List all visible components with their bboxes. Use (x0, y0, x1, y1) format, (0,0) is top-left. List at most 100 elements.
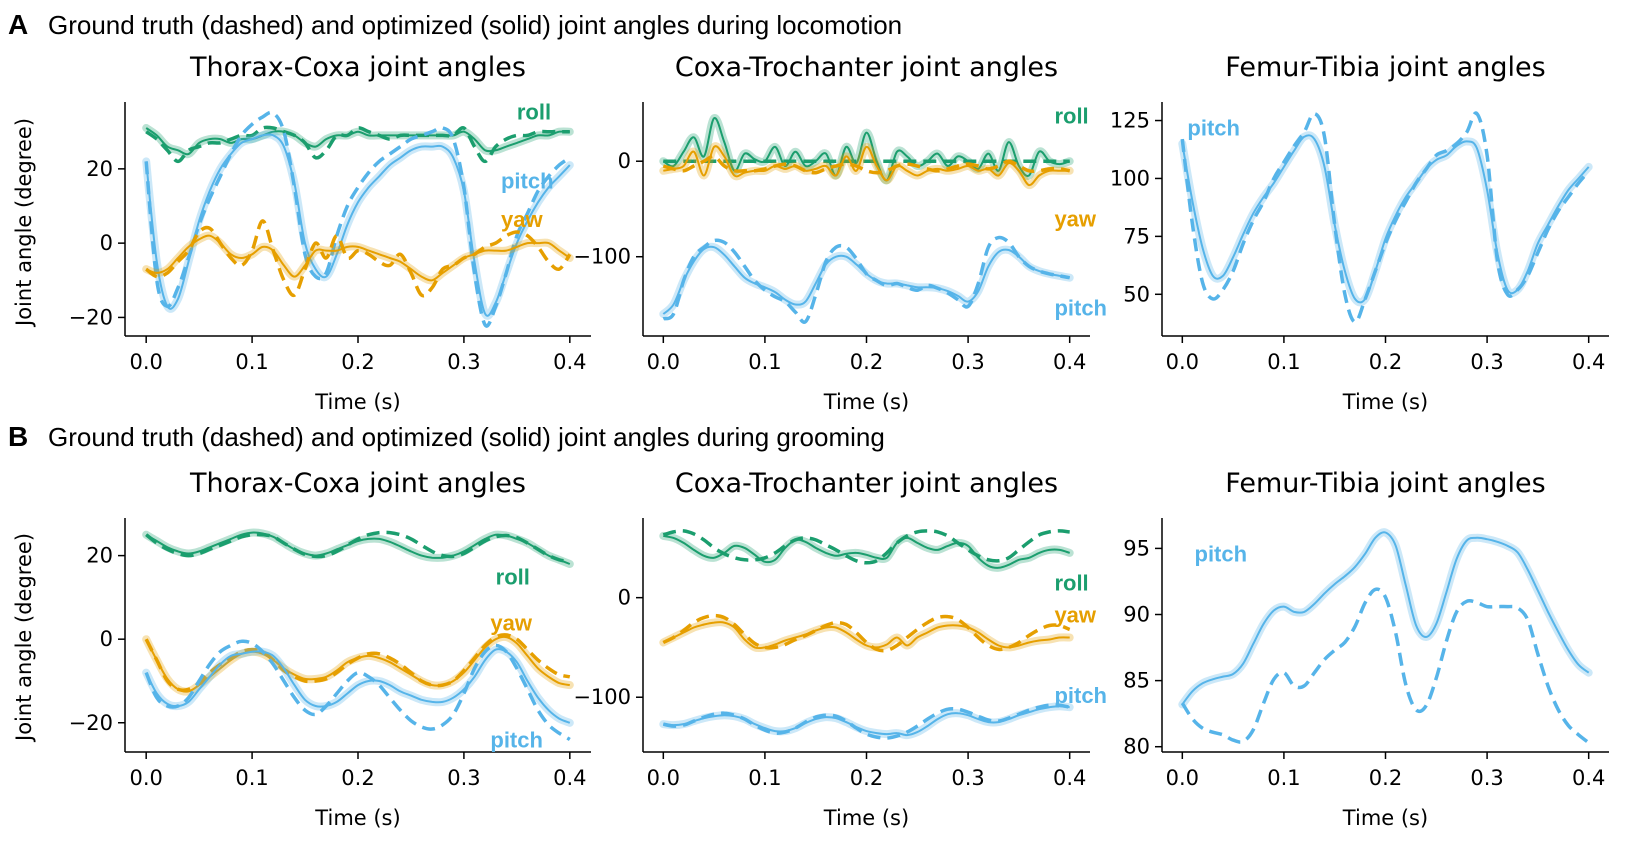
series-roll-truth-line (662, 529, 1070, 565)
plot-area (142, 110, 574, 328)
series-label-roll: roll (517, 99, 551, 124)
x-tick-label: 0.4 (1053, 350, 1086, 374)
x-tick-label: 0.3 (447, 350, 480, 374)
x-tick-label: 0.2 (341, 766, 374, 790)
chart-title: Coxa-Trochanter joint angles (675, 468, 1058, 499)
chart-b-femur-tibia: Femur-Tibia joint angles 0.0 0.1 0.2 0.3 0.4 8… (1123, 468, 1609, 830)
x-tick-label: 0.3 (1470, 766, 1503, 790)
plot-area (659, 114, 1074, 324)
x-axis-label: Time (s) (314, 390, 400, 414)
y-tick-label: 20 (86, 157, 113, 181)
x-tick-label: 0.2 (1369, 350, 1402, 374)
chart-title: Thorax-Coxa joint angles (189, 468, 526, 499)
panel-b-header: B Ground truth (dashed) and optimized (s… (8, 421, 885, 452)
chart-a-coxa-trochanter: Coxa-Trochanter joint angles 0.0 0.1 0.2 0.3… (573, 52, 1107, 414)
x-tick-label: 0.3 (447, 766, 480, 790)
x-axis-label: Time (s) (1342, 806, 1428, 830)
row-b-ylabel: Joint angle (degree) (12, 533, 36, 743)
y-tick-label: 20 (86, 544, 113, 568)
series-pitch-truth-line (1180, 587, 1590, 745)
series-roll-truth-line (145, 530, 571, 564)
x-tick-label: 0.0 (1166, 350, 1199, 374)
series-label-pitch: pitch (1187, 115, 1240, 140)
series-roll-optimized-line (662, 117, 1071, 182)
x-tick-label: 0.2 (341, 350, 374, 374)
x-axis-label: Time (s) (1342, 390, 1428, 414)
x-axis-label: Time (s) (823, 390, 909, 414)
y-tick-label: 100 (1110, 166, 1150, 190)
chart-a-thorax-coxa: Thorax-Coxa joint angles 0.0 0.1 0.2 0.3 0.4 −… (69, 52, 591, 414)
series-label-pitch: pitch (1195, 542, 1248, 567)
series-pitch-truth-line (662, 703, 1071, 740)
x-tick-label: 0.3 (1470, 350, 1503, 374)
series-yaw-optimized-line (663, 145, 1070, 187)
series-label-pitch: pitch (490, 727, 543, 752)
x-tick-label: 0.4 (1572, 766, 1605, 790)
x-tick-label: 0.0 (1166, 766, 1199, 790)
series-label-pitch: pitch (1054, 295, 1107, 320)
x-tick-label: 0.0 (647, 350, 680, 374)
chart-title: Coxa-Trochanter joint angles (675, 52, 1058, 83)
chart-title: Femur-Tibia joint angles (1225, 52, 1545, 83)
series-label-yaw: yaw (490, 610, 532, 635)
series-roll-optimized-line (145, 127, 570, 156)
y-tick-label: 95 (1123, 536, 1150, 560)
x-axis-label: Time (s) (314, 806, 400, 830)
chart-title: Thorax-Coxa joint angles (189, 52, 526, 83)
x-tick-label: 0.4 (1572, 350, 1605, 374)
x-tick-label: 0.1 (748, 766, 781, 790)
y-tick-label: 0 (100, 627, 113, 651)
series-pitch-band (1178, 131, 1593, 307)
x-tick-label: 0.1 (235, 766, 268, 790)
series-pitch-truth-line (1180, 111, 1591, 324)
plot-area (1178, 528, 1593, 745)
plot-area (142, 528, 574, 741)
series-yaw-optimized-line (662, 621, 1070, 650)
series-yaw-band (659, 618, 1074, 653)
series-pitch-truth-line (144, 639, 571, 741)
series-roll-optimized-line (663, 534, 1070, 569)
series-pitch-optimized-line (1181, 531, 1590, 706)
series-pitch-optimized-line (145, 648, 571, 724)
x-axis-label: Time (s) (823, 806, 909, 830)
series-roll-truth-line (145, 125, 570, 164)
x-tick-label: 0.3 (951, 766, 984, 790)
y-tick-label: −100 (573, 685, 631, 709)
x-tick-label: 0.4 (1053, 766, 1086, 790)
x-tick-label: 0.4 (553, 766, 586, 790)
panel-a-title: Ground truth (dashed) and optimized (sol… (48, 10, 902, 40)
panel-b-letter: B (8, 421, 28, 452)
series-pitch-band (659, 242, 1074, 318)
chart-title: Femur-Tibia joint angles (1225, 468, 1545, 499)
y-tick-label: 0 (618, 586, 631, 610)
series-label-roll: roll (496, 565, 530, 590)
series-label-yaw: yaw (501, 207, 543, 232)
y-tick-label: 85 (1123, 669, 1150, 693)
series-yaw-truth-line (145, 219, 572, 298)
series-label-yaw: yaw (1054, 603, 1096, 628)
plot-area (1178, 111, 1593, 324)
y-tick-label: −100 (573, 245, 631, 269)
x-tick-label: 0.1 (235, 350, 268, 374)
x-tick-label: 0.1 (1267, 766, 1300, 790)
y-tick-label: 0 (100, 231, 113, 255)
series-label-pitch: pitch (501, 169, 554, 194)
row-a-ylabel: Joint angle (degree) (12, 118, 36, 328)
y-tick-label: 0 (618, 149, 631, 173)
series-yaw-truth-line (662, 613, 1071, 653)
x-tick-label: 0.3 (951, 350, 984, 374)
x-tick-label: 0.2 (1369, 766, 1402, 790)
x-tick-label: 0.2 (850, 350, 883, 374)
chart-b-thorax-coxa: Thorax-Coxa joint angles 0.0 0.1 0.2 0.3 0.4 −… (69, 468, 591, 830)
panel-b-title: Ground truth (dashed) and optimized (sol… (48, 422, 885, 452)
chart-b-coxa-trochanter: Coxa-Trochanter joint angles 0.0 0.1 0.2 0.3… (573, 468, 1107, 830)
x-tick-label: 0.0 (129, 766, 162, 790)
series-label-yaw: yaw (1054, 207, 1096, 232)
y-tick-label: 125 (1110, 109, 1150, 133)
x-tick-label: 0.0 (647, 766, 680, 790)
panel-a-header: A Ground truth (dashed) and optimized (s… (8, 9, 902, 40)
plot-area (659, 529, 1074, 740)
x-tick-label: 0.0 (129, 350, 162, 374)
panel-a-letter: A (8, 9, 28, 40)
